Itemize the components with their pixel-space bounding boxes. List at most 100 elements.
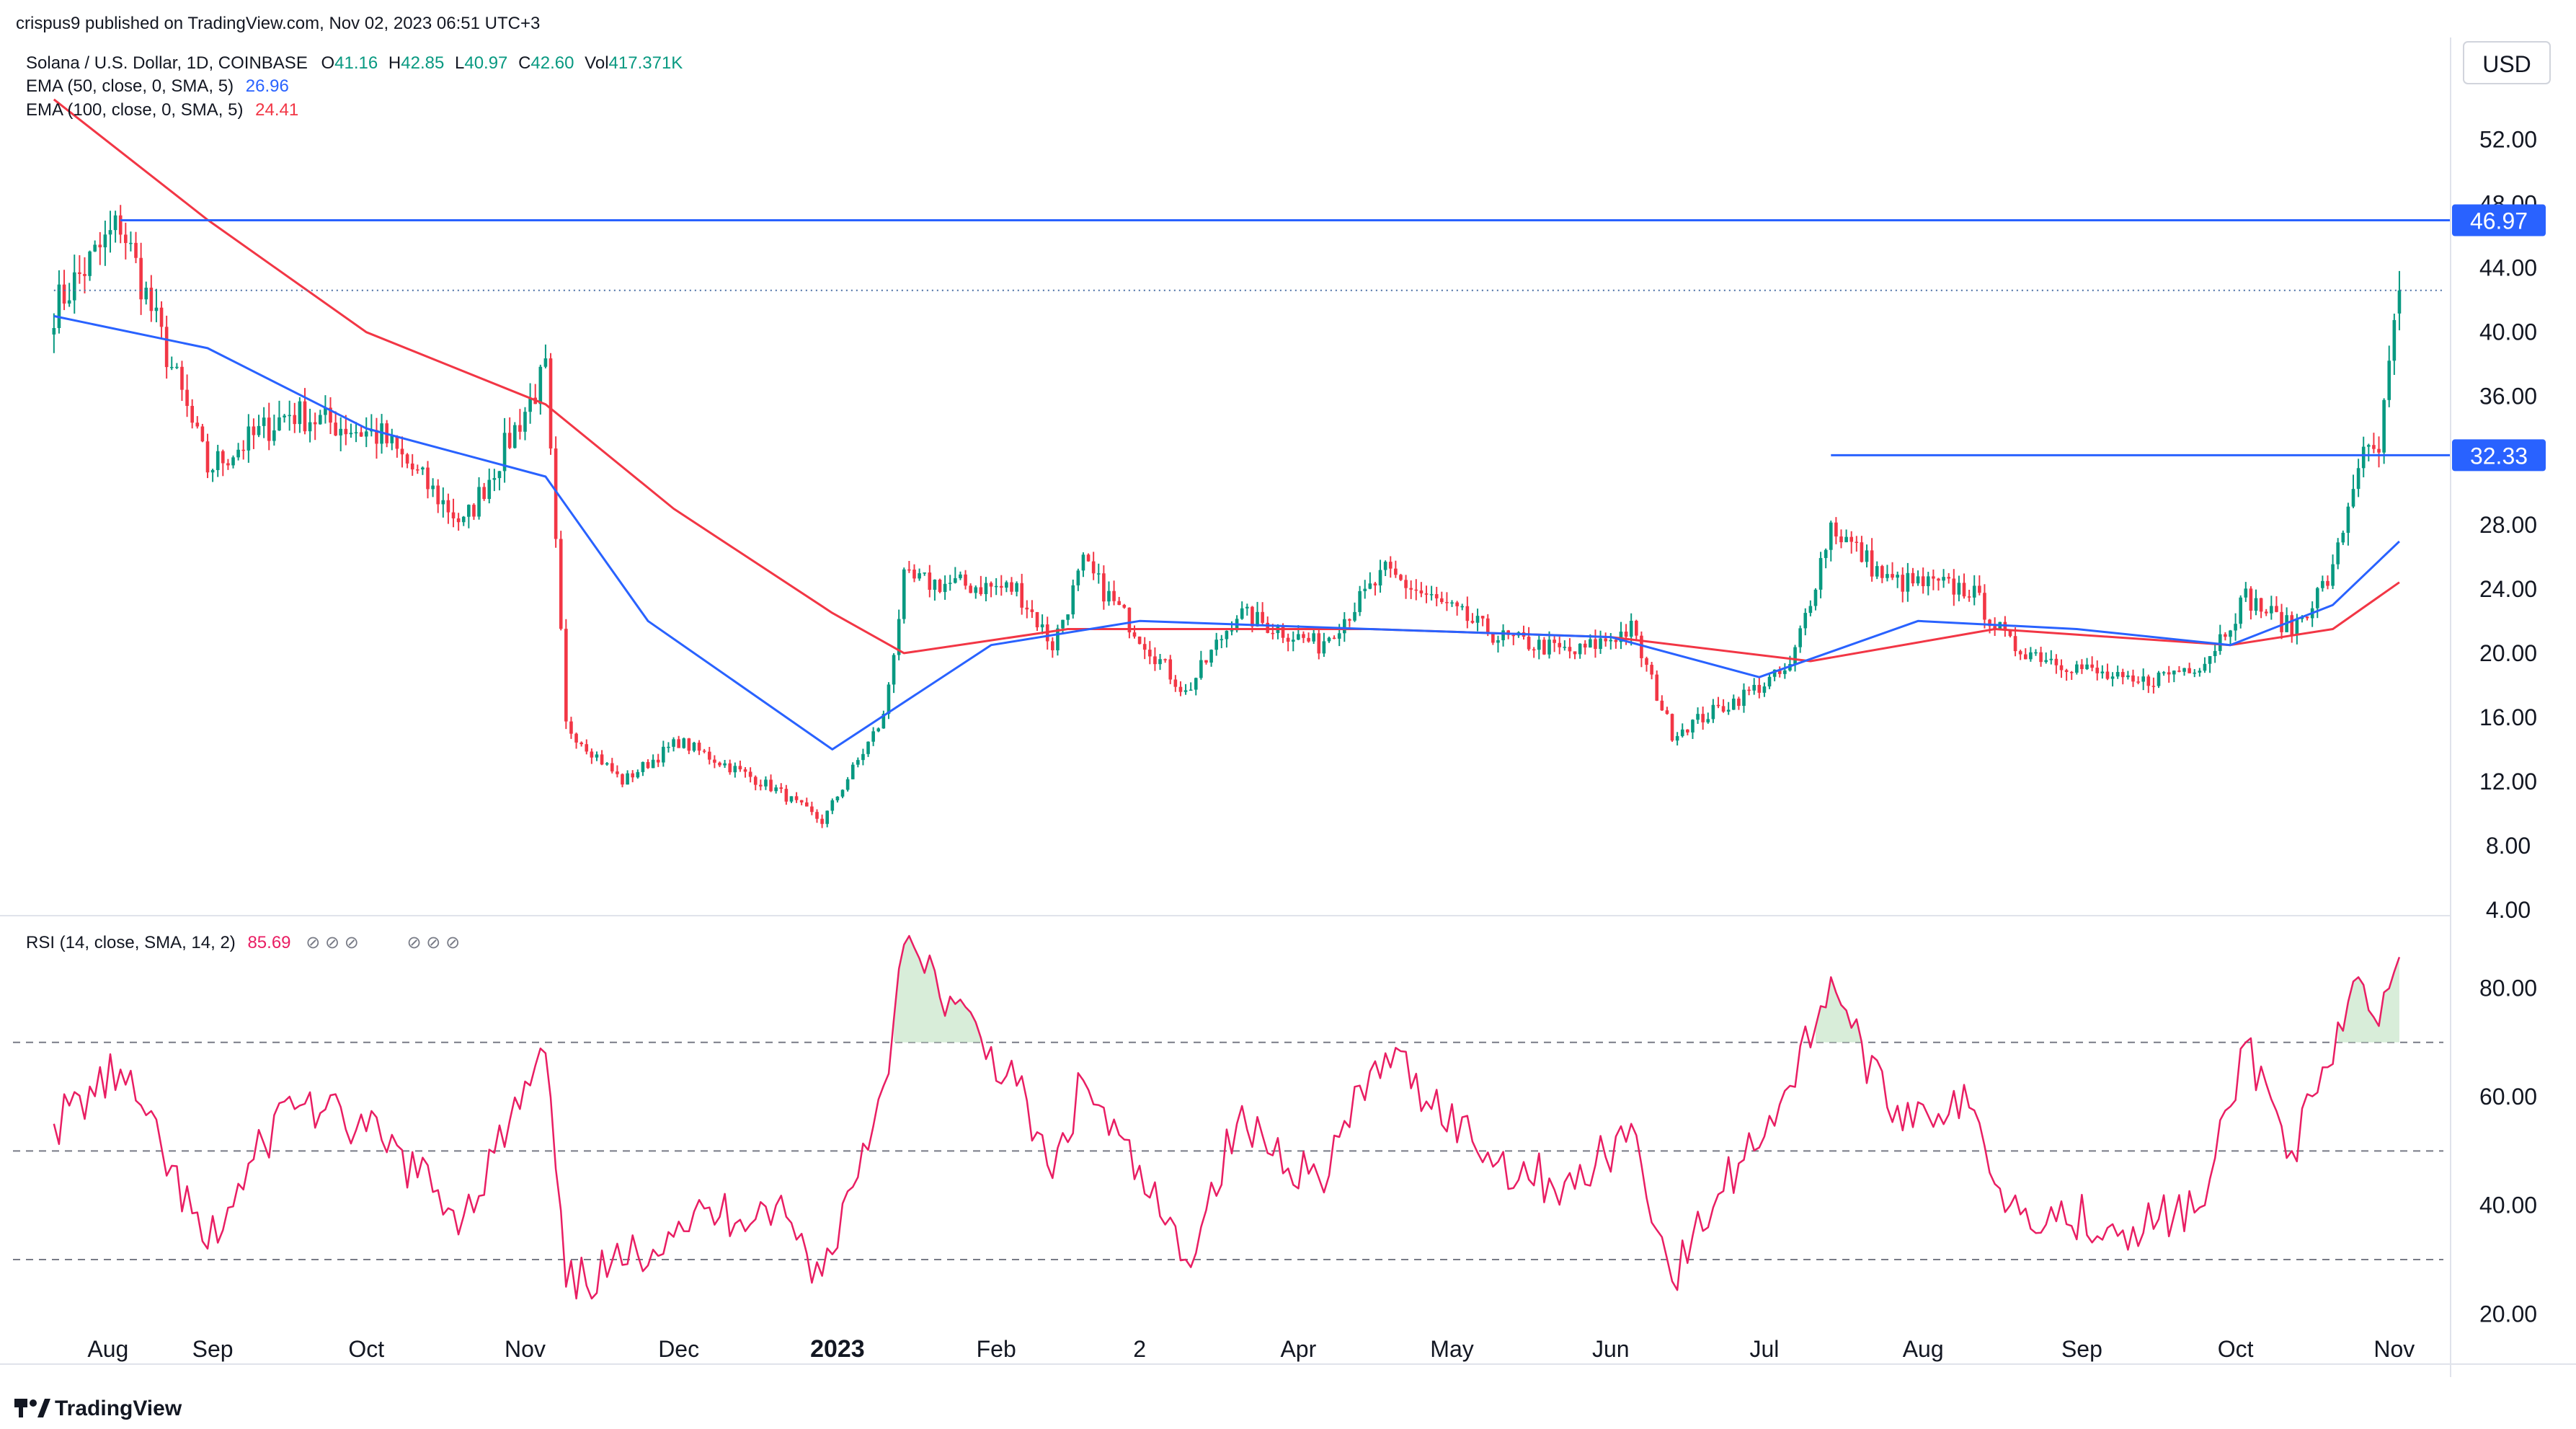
candle-body (1589, 639, 1592, 648)
candle-body (1926, 576, 1930, 586)
candle-body (2064, 670, 2069, 673)
candle-body (2110, 676, 2115, 679)
candle-body (605, 763, 609, 765)
tradingview-logo-icon (14, 1399, 50, 1417)
ohlc-h-key: H (388, 53, 401, 73)
candle-body (1399, 575, 1403, 580)
candle-body (974, 587, 978, 593)
candle-body (1747, 689, 1751, 691)
candle-body (1496, 640, 1500, 643)
ema50-line[interactable] (53, 314, 2400, 751)
candle-body (1665, 710, 1669, 714)
footer-brand: TradingView (55, 1397, 182, 1420)
candle-body (1624, 632, 1628, 637)
time-tick-label: Feb (977, 1336, 1016, 1362)
candle-body (1762, 686, 1767, 693)
candle-body (1777, 669, 1782, 674)
rsi-pane[interactable] (13, 934, 2443, 1300)
candle-body (1808, 606, 1813, 614)
candle-body (979, 587, 983, 595)
candle-body (247, 426, 251, 451)
ohlc-vol-key: Vol (585, 53, 608, 73)
candle-body (2331, 564, 2335, 586)
candle-body (548, 358, 553, 449)
candle-body (1870, 550, 1874, 577)
candle-body (2321, 580, 2324, 588)
candle-body (876, 728, 881, 732)
candle-body (231, 457, 235, 466)
rsi-tick-label: 80.00 (2479, 975, 2537, 1001)
candle-body (897, 619, 901, 655)
candle-body (1803, 613, 1808, 629)
candle-body (482, 487, 486, 500)
candle-body (1363, 588, 1367, 591)
candle-body (1783, 670, 1787, 674)
candle-body (1640, 635, 1643, 658)
candle-body (1865, 550, 1869, 562)
candle-body (1691, 720, 1695, 733)
rsi-tick-label: 40.00 (2479, 1193, 2537, 1218)
candle-body (2105, 671, 2110, 679)
candle-body (1896, 575, 1899, 578)
candle-body (621, 774, 624, 785)
candle-body (88, 251, 92, 276)
candle-body (1978, 585, 1981, 593)
candle-body (1322, 641, 1326, 654)
price-pane[interactable] (52, 98, 2451, 828)
rsi-hidden-icons-a[interactable]: ⊘ ⊘ ⊘ (306, 933, 359, 952)
candle-body (159, 307, 164, 327)
rsi-legend[interactable]: RSI (14, close, SMA, 14, 2) 85.69 ⊘ ⊘ ⊘ … (26, 933, 460, 952)
candle-body (636, 771, 640, 778)
candle-body (1266, 622, 1270, 633)
candle-body (436, 485, 440, 505)
candle-body (2254, 598, 2258, 611)
candle-body (1414, 589, 1418, 591)
candle-body (1731, 698, 1736, 710)
candle-body (1716, 704, 1720, 707)
rsi-hidden-icons-b[interactable]: ⊘ ⊘ ⊘ (407, 933, 461, 952)
candle-body (154, 307, 159, 311)
candle-body (1532, 649, 1536, 651)
candle-body (1911, 572, 1915, 584)
candle-body (1818, 557, 1823, 590)
candle-body (820, 818, 824, 824)
ohlc-l-value: 40.97 (464, 53, 507, 73)
candle-body (2290, 615, 2294, 635)
rsi-line[interactable] (53, 934, 2401, 1300)
candle-body (1142, 644, 1147, 650)
candle-body (426, 467, 430, 490)
currency-box[interactable] (2463, 41, 2551, 84)
axes: 56.0052.0048.0044.0040.0036.0032.0028.00… (0, 37, 2576, 1377)
rsi-value: 85.69 (247, 933, 290, 952)
price-tick-label: 16.00 (2479, 704, 2537, 730)
candle-body (57, 284, 61, 328)
ema100-line[interactable] (53, 98, 2400, 663)
candle-body (1737, 698, 1741, 706)
candle-body (329, 407, 332, 423)
candle-body (252, 426, 256, 435)
time-tick-label: Jul (1749, 1336, 1779, 1362)
candle-body (1901, 575, 1905, 592)
candle-body (1256, 611, 1259, 627)
ema50-legend[interactable]: EMA (50, close, 0, SMA, 5) 26.96 (26, 76, 289, 96)
candle-body (1091, 561, 1096, 574)
candle-body (1937, 578, 1940, 581)
candle-body (1025, 607, 1029, 610)
candle-body (2305, 616, 2309, 619)
candle-body (467, 505, 471, 517)
candle-body (431, 485, 435, 490)
candle-body (1629, 621, 1633, 637)
candle-body (108, 230, 112, 235)
candle-body (579, 742, 583, 745)
ema100-legend[interactable]: EMA (100, close, 0, SMA, 5) 24.41 (26, 100, 298, 120)
candle-body (1511, 634, 1516, 637)
candle-body (195, 422, 200, 427)
candle-body (2080, 664, 2084, 669)
candle-body (2198, 671, 2202, 673)
candle-body (241, 449, 246, 451)
candle-body (1829, 522, 1833, 550)
price-tick-label: 36.00 (2479, 384, 2537, 410)
candle-body (2126, 675, 2130, 678)
candle-body (2034, 652, 2038, 654)
